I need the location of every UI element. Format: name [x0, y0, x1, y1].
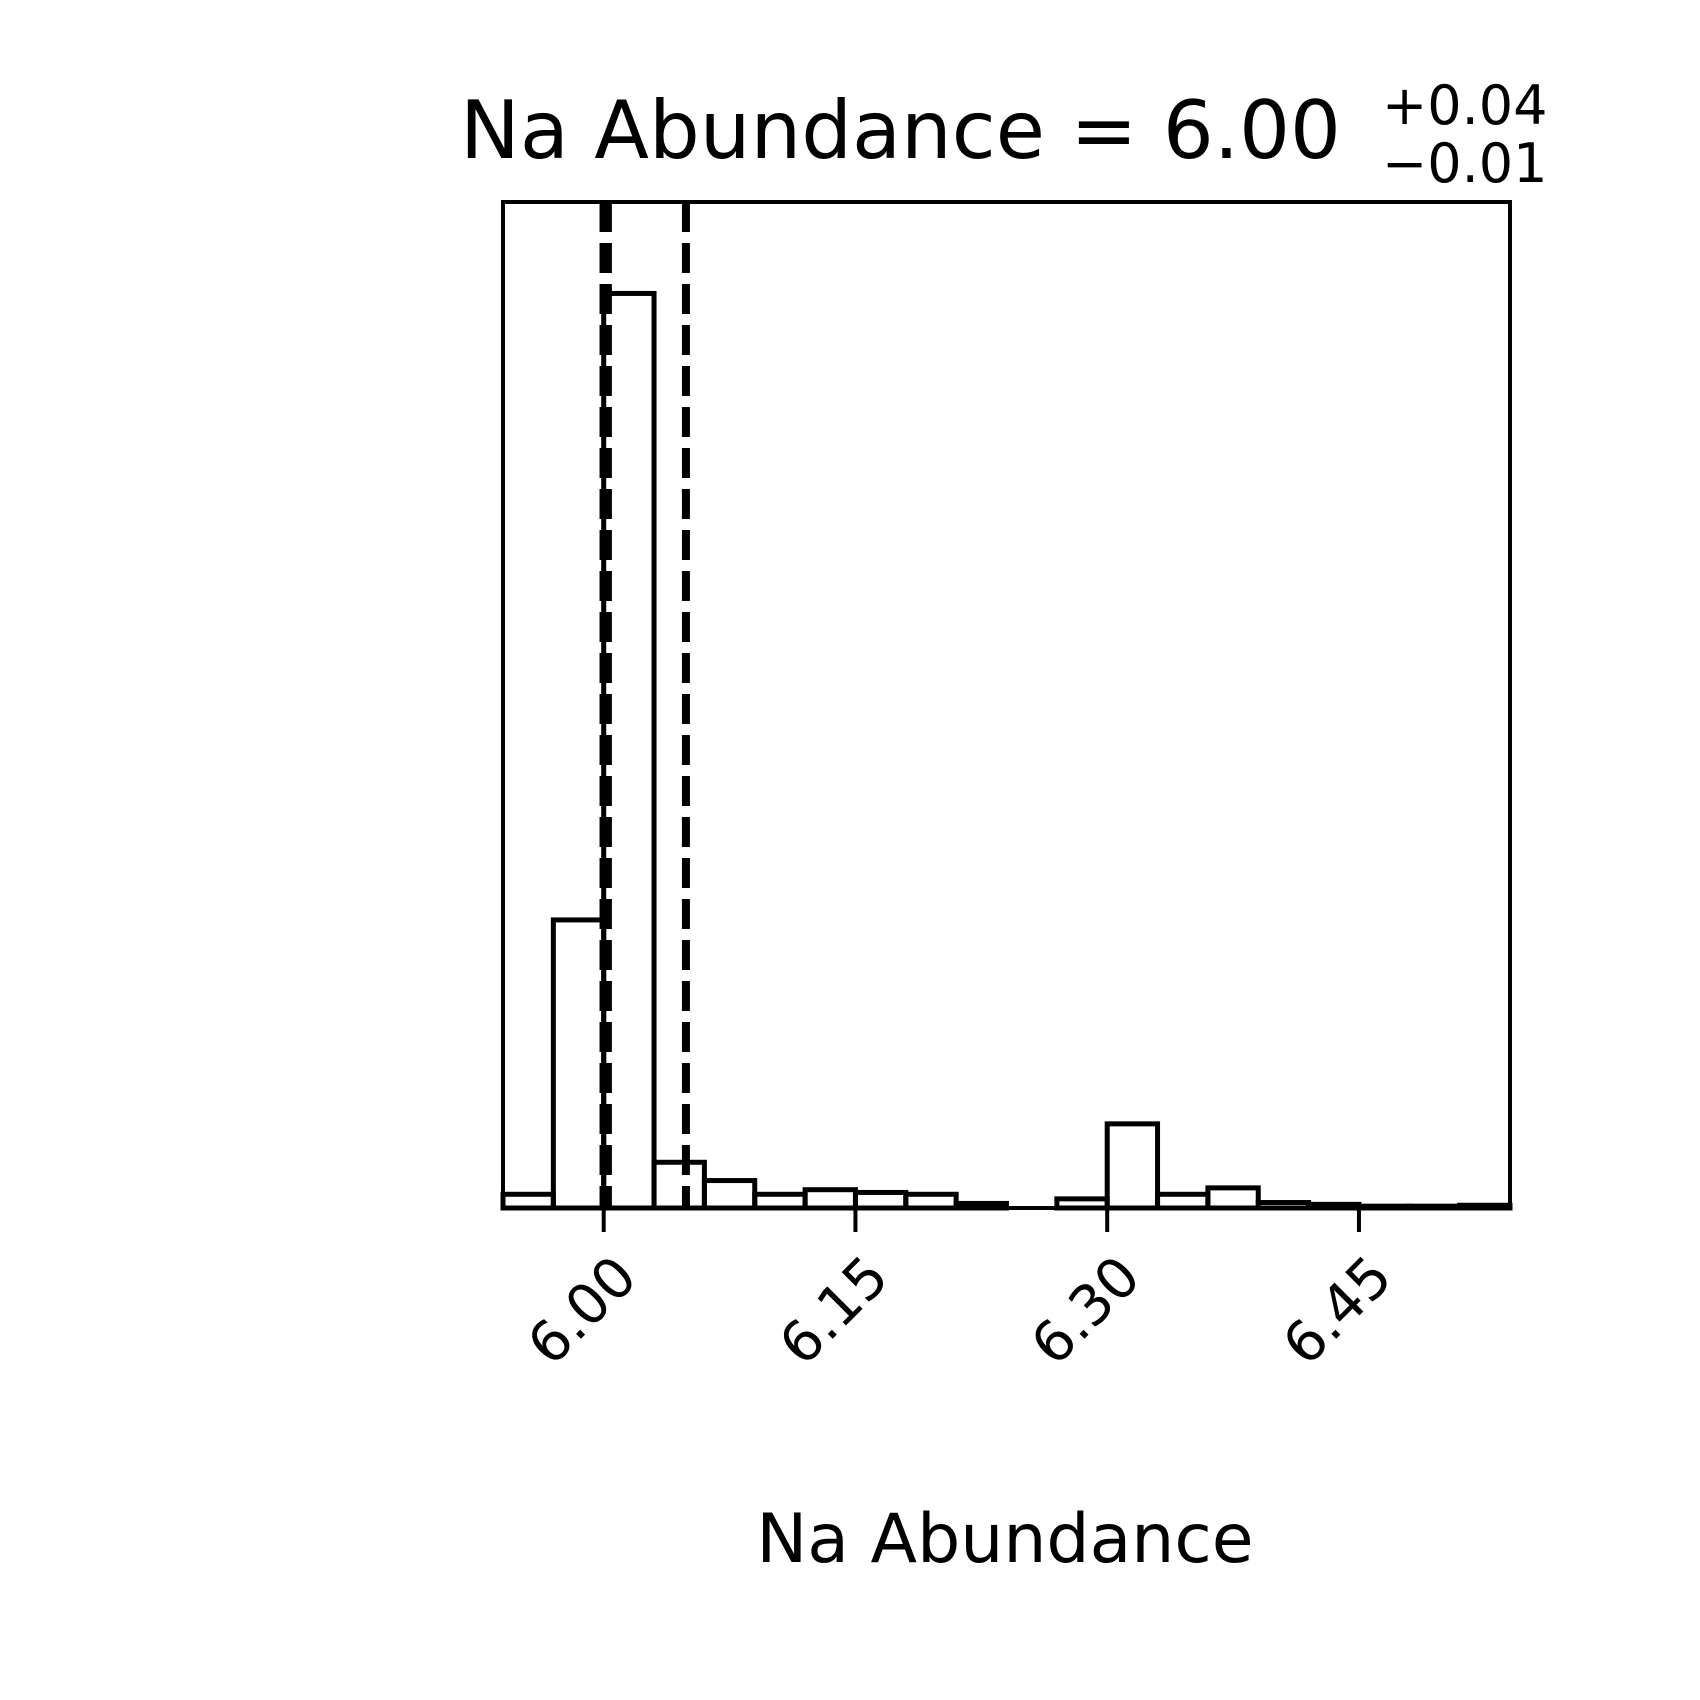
histogram-bar	[1155, 1191, 1211, 1211]
x-tick-label: 6.30	[1019, 1244, 1153, 1378]
chart-title: Na Abundance = 6.00	[460, 84, 1341, 177]
x-tick-label: 6.15	[767, 1244, 901, 1378]
histogram-bar	[651, 1159, 707, 1211]
x-tick-label: 6.00	[515, 1244, 649, 1378]
x-axis-label: Na Abundance	[756, 1500, 1253, 1579]
chart-title-upper-error: +0.04	[1382, 74, 1547, 137]
histogram-bar	[752, 1191, 808, 1211]
histogram-bar	[701, 1178, 758, 1211]
histogram-bar	[802, 1187, 858, 1211]
histogram-bar	[500, 1191, 556, 1211]
histogram-bar	[852, 1189, 909, 1211]
chart-title-main: Na Abundance = 6.00	[460, 84, 1341, 177]
x-tick-label: 6.45	[1271, 1244, 1405, 1378]
histogram-bar	[1104, 1121, 1161, 1211]
histogram-bar	[550, 917, 607, 1211]
chart-title-lower-error: −0.01	[1382, 132, 1547, 195]
plot-frame	[501, 200, 1512, 1210]
histogram-bar	[1205, 1185, 1261, 1211]
histogram-bar	[903, 1191, 959, 1211]
